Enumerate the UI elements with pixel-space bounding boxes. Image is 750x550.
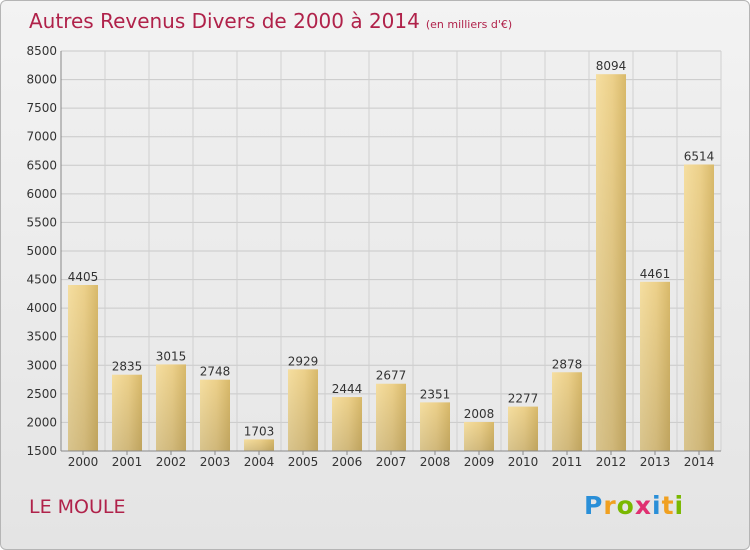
x-tick-label: 2014	[684, 455, 715, 469]
data-label: 1703	[244, 424, 275, 438]
data-label: 2878	[552, 357, 583, 371]
chart-title-text: Autres Revenus Divers de 2000 à 2014	[29, 9, 420, 33]
logo-letter: i	[674, 491, 685, 520]
x-tick-label: 2003	[200, 455, 231, 469]
bar-shade	[332, 397, 362, 451]
x-tick-label: 2013	[640, 455, 671, 469]
y-tick-label: 5000	[26, 244, 57, 258]
data-label: 2444	[332, 382, 363, 396]
data-label: 2351	[420, 387, 451, 401]
data-label: 4405	[68, 270, 99, 284]
x-tick-label: 2000	[68, 455, 99, 469]
y-tick-label: 6000	[26, 187, 57, 201]
logo-letter: x	[634, 491, 652, 520]
y-tick-label: 1500	[26, 444, 57, 458]
logo-letter: P	[584, 491, 604, 520]
data-label: 3015	[156, 349, 187, 363]
data-label: 6514	[684, 149, 715, 163]
x-tick-label: 2007	[376, 455, 407, 469]
x-tick-label: 2002	[156, 455, 187, 469]
x-tick-label: 2001	[112, 455, 143, 469]
y-tick-label: 2000	[26, 415, 57, 429]
x-tick-label: 2004	[244, 455, 275, 469]
y-tick-label: 4500	[26, 273, 57, 287]
data-label: 2748	[200, 365, 231, 379]
data-label: 8094	[596, 59, 627, 73]
y-tick-label: 4000	[26, 301, 57, 315]
bar-shade	[640, 281, 670, 451]
y-tick-label: 8500	[26, 44, 57, 58]
data-label: 2929	[288, 354, 319, 368]
y-tick-label: 3500	[26, 330, 57, 344]
data-label: 4461	[640, 267, 671, 281]
data-label: 2277	[508, 392, 539, 406]
y-tick-label: 7500	[26, 101, 57, 115]
chart-subtitle: (en milliers d'€)	[425, 18, 513, 31]
y-tick-label: 3000	[26, 358, 57, 372]
y-tick-label: 2500	[26, 387, 57, 401]
y-tick-label: 8000	[26, 73, 57, 87]
bar-shade	[200, 379, 230, 451]
bar-shade	[112, 374, 142, 451]
bar-shade	[156, 364, 186, 451]
x-tick-label: 2010	[508, 455, 539, 469]
logo-letter: t	[661, 491, 675, 520]
x-tick-label: 2011	[552, 455, 583, 469]
x-tick-label: 2012	[596, 455, 627, 469]
x-tick-label: 2006	[332, 455, 363, 469]
data-label: 2008	[464, 407, 495, 421]
logo-letter: r	[603, 491, 617, 520]
bar-shade	[376, 383, 406, 451]
bar-shade	[552, 372, 582, 451]
bar-shade	[464, 421, 494, 451]
y-tick-label: 7000	[26, 130, 57, 144]
x-tick-label: 2009	[464, 455, 495, 469]
y-tick-label: 6500	[26, 158, 57, 172]
chart-title: Autres Revenus Divers de 2000 à 2014 (en …	[29, 9, 512, 33]
bar-shade	[508, 406, 538, 451]
data-label: 2835	[112, 360, 143, 374]
x-tick-label: 2005	[288, 455, 319, 469]
bar-shade	[684, 164, 714, 451]
bar-shade	[244, 439, 274, 451]
logo-letter: i	[652, 491, 662, 520]
bar-shade	[68, 285, 98, 451]
x-tick-label: 2008	[420, 455, 451, 469]
bar-shade	[288, 369, 318, 451]
y-tick-label: 5500	[26, 215, 57, 229]
commune-name: LE MOULE	[29, 496, 126, 518]
bar-shade	[596, 74, 626, 451]
logo-letter: o	[616, 491, 635, 520]
proxiti-logo: Proxiti	[584, 491, 684, 520]
data-label: 2677	[376, 369, 407, 383]
bar-shade	[420, 402, 450, 451]
